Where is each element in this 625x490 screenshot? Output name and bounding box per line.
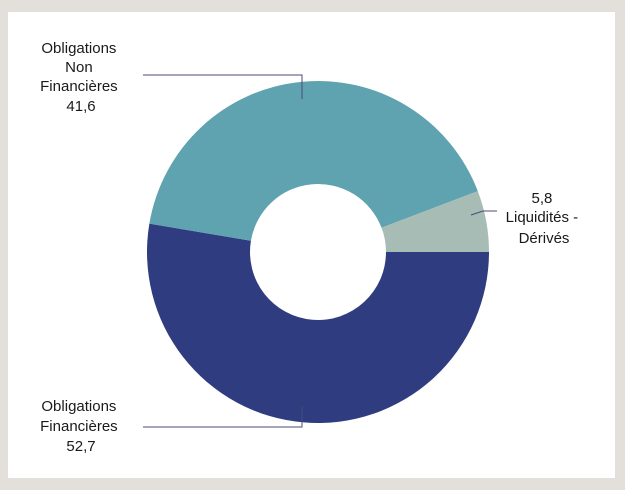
label-obligations-non-financieres: Obligations Non Financières 41,6 xyxy=(40,40,122,115)
label-obligations-financieres: Obligations Financières 52,7 xyxy=(40,398,122,455)
slice-obligations-non-financieres xyxy=(149,81,478,241)
slice-obligations-financieres xyxy=(146,223,489,423)
value-liquidites-derives: 5,8 xyxy=(531,190,552,207)
slice-liquidites-derives xyxy=(381,191,489,252)
value-obligations-non-financieres: 41,6 xyxy=(66,98,95,115)
label-liquidites-derives: 5,8 Liquidités - Dérivés xyxy=(506,190,583,247)
leader-line-obligations-financieres xyxy=(143,407,303,428)
leader-line-obligations-non-financieres xyxy=(143,74,303,99)
value-obligations-financieres: 52,7 xyxy=(66,438,95,455)
leader-line-liquidites-derives xyxy=(470,210,497,216)
